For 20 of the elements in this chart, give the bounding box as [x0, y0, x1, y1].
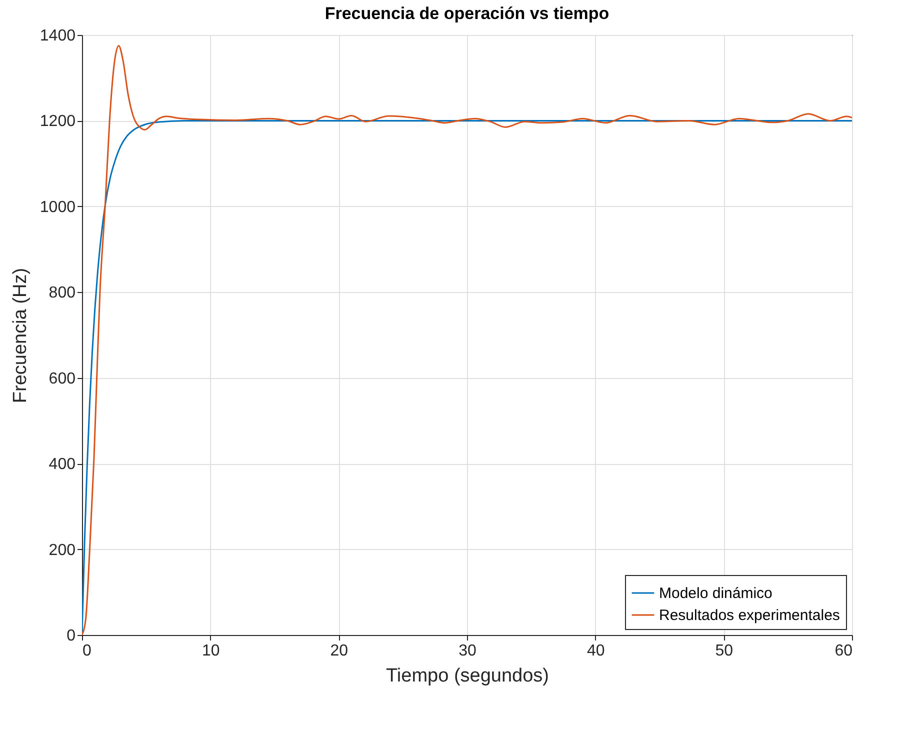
- y-tick-label: 200: [48, 542, 76, 559]
- y-tick-label: 800: [48, 284, 76, 302]
- legend-label: Modelo dinámico: [659, 585, 772, 602]
- y-axis-title: Frecuencia (Hz): [10, 268, 31, 404]
- x-tick-label: 60: [834, 642, 853, 660]
- y-tick-label: 600: [48, 370, 76, 388]
- y-tick-label: 400: [48, 456, 76, 474]
- chart-title: Frecuencia de operación vs tiempo: [324, 4, 610, 23]
- legend-label: Resultados experimentales: [659, 607, 840, 624]
- y-tick-label: 1200: [40, 113, 76, 130]
- x-tick-label: 50: [715, 642, 734, 660]
- y-tick-label: 1000: [40, 198, 76, 216]
- x-tick-label: 20: [330, 642, 348, 660]
- x-axis-title: Tiempo (segundos): [386, 666, 549, 686]
- x-tick-label: 10: [202, 642, 220, 660]
- x-tick-label: 30: [458, 642, 476, 660]
- y-tick-label: 0: [66, 628, 76, 644]
- y-tick-label: 1400: [40, 28, 76, 44]
- x-tick-label: 0: [82, 642, 92, 660]
- x-tick-label: 40: [586, 642, 605, 660]
